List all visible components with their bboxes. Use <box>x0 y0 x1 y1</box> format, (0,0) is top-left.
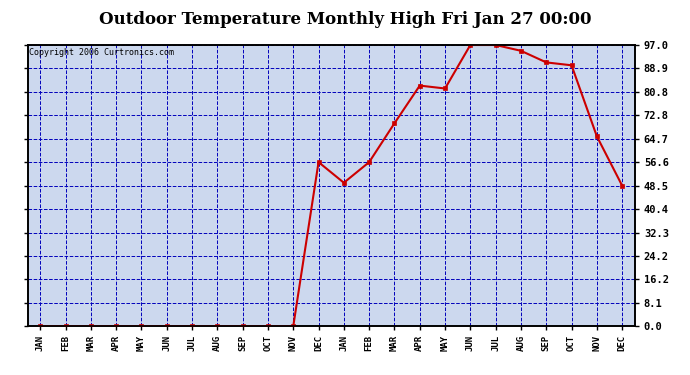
Text: Outdoor Temperature Monthly High Fri Jan 27 00:00: Outdoor Temperature Monthly High Fri Jan… <box>99 11 591 28</box>
Text: Copyright 2006 Curtronics.com: Copyright 2006 Curtronics.com <box>29 48 174 57</box>
